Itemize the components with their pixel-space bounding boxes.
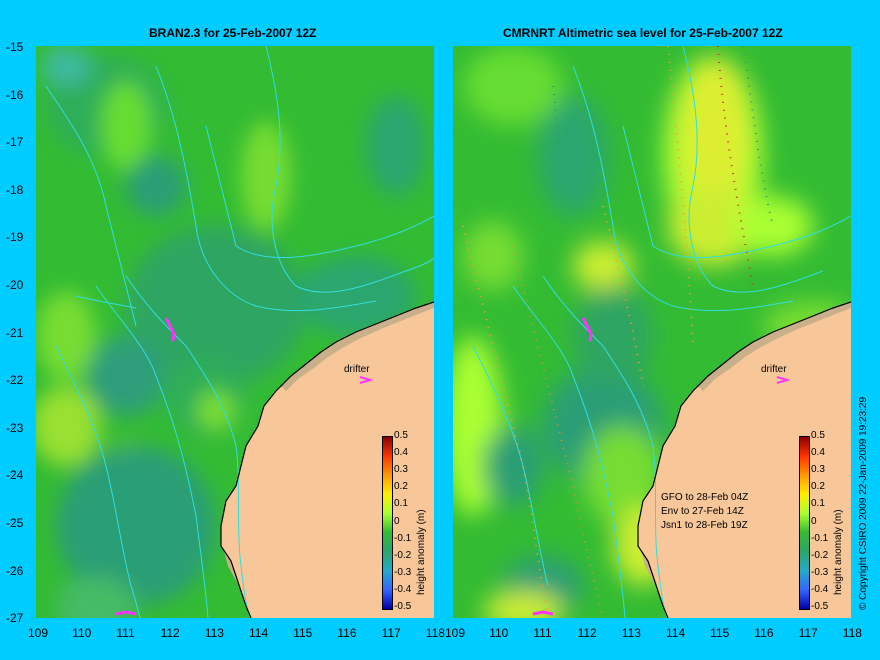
latitude-tick-label: -27 xyxy=(6,611,24,626)
drifter-arrow-icon xyxy=(359,376,374,384)
right-map-panel: drifter GFO to 28-Feb 04Z Env to 27-Feb … xyxy=(453,46,851,618)
sea-level-anomaly-field xyxy=(36,46,426,618)
latitude-tick-label: -26 xyxy=(6,563,24,578)
colorbar-tick-label: 0.1 xyxy=(811,498,825,510)
colorbar-tick-label: 0 xyxy=(394,515,400,527)
colorbar-tick-label: 0.5 xyxy=(811,430,825,441)
latitude-tick-label: -16 xyxy=(6,87,24,102)
copyright-notice: © Copyright CSIRO 2009 22-Jan-2009 19:23… xyxy=(858,396,869,610)
left-longitude-tick-label: 112 xyxy=(160,626,180,640)
latitude-tick-label: -21 xyxy=(6,325,24,340)
colorbar xyxy=(382,436,393,610)
drifter-arrow-icon xyxy=(776,376,791,384)
left-map-panel: drifter xyxy=(36,46,434,618)
left-longitude-tick-label: 115 xyxy=(293,626,313,640)
colorbar-tick-label: -0.5 xyxy=(394,601,412,612)
left-longitude-tick-label: 109 xyxy=(28,626,49,640)
left-longitude-tick-label: 114 xyxy=(249,626,269,640)
right-drifter-label: drifter xyxy=(761,364,787,375)
latitude-tick-label: -20 xyxy=(6,278,24,292)
colorbar-tick-label: 0.4 xyxy=(811,447,825,459)
right-longitude-tick-label: 118 xyxy=(842,626,862,640)
pass-gfo: GFO to 28-Feb 04Z xyxy=(661,492,749,503)
left-longitude-tick-label: 118 xyxy=(425,626,445,640)
right-longitude-tick-label: 115 xyxy=(710,626,730,640)
right-longitude-tick-label: 109 xyxy=(445,626,466,640)
latitude-tick-label: -23 xyxy=(6,420,24,435)
right-longitude-tick-label: 114 xyxy=(666,626,686,640)
satellite-tracks xyxy=(462,46,774,618)
latitude-tick-label: -22 xyxy=(6,373,24,388)
shallow-shelf xyxy=(698,302,851,391)
left-longitude-tick-label: 111 xyxy=(116,626,135,640)
latitude-tick-label: -17 xyxy=(6,135,24,150)
drifter-track xyxy=(581,317,593,342)
bathymetry-contours xyxy=(45,46,434,618)
shallow-shelf xyxy=(281,302,434,391)
latitude-tick-label: -15 xyxy=(6,40,24,54)
left-longitude-tick-label: 116 xyxy=(337,626,357,640)
right-map-svg xyxy=(453,46,851,618)
right-longitude-tick-label: 116 xyxy=(754,626,774,640)
land-mass xyxy=(638,302,851,618)
colorbar-tick-label: 0.3 xyxy=(394,464,408,476)
drifter-track xyxy=(164,317,176,342)
land-mass xyxy=(221,302,434,618)
coastline xyxy=(637,301,851,618)
left-drifter-label: drifter xyxy=(344,364,370,375)
right-longitude-tick-label: 117 xyxy=(798,626,818,640)
colorbar-tick-label: 0.5 xyxy=(394,430,408,441)
latitude-tick-label: -24 xyxy=(6,468,24,483)
colorbar xyxy=(799,436,810,610)
right-longitude-tick-label: 111 xyxy=(533,626,552,640)
colorbar-tick-label: 0.2 xyxy=(394,481,408,493)
colorbar-tick-label: -0.3 xyxy=(811,566,829,578)
latitude-tick-label: -18 xyxy=(6,182,24,197)
left-longitude-tick-label: 117 xyxy=(381,626,401,640)
right-longitude-tick-label: 112 xyxy=(577,626,597,640)
colorbar-tick-label: -0.3 xyxy=(394,566,412,578)
colorbar-label: height anomaly (m) xyxy=(416,509,427,595)
colorbar-tick-label: 0.4 xyxy=(394,447,408,459)
colorbar-tick-label: 0.3 xyxy=(811,464,825,476)
colorbar-tick-label: 0.2 xyxy=(811,481,825,493)
colorbar-tick-label: -0.2 xyxy=(394,549,412,561)
right-longitude-tick-label: 110 xyxy=(489,626,509,640)
colorbar-tick-label: -0.4 xyxy=(394,583,412,595)
pass-jsn1: Jsn1 to 28-Feb 19Z xyxy=(661,520,748,531)
colorbar-tick-label: -0.2 xyxy=(811,549,829,561)
latitude-tick-label: -25 xyxy=(6,516,24,530)
right-longitude-tick-label: 113 xyxy=(621,626,641,640)
pass-env: Env to 27-Feb 14Z xyxy=(661,506,744,517)
colorbar-tick-label: -0.4 xyxy=(811,583,829,595)
left-map-title: BRAN2.3 for 25-Feb-2007 12Z xyxy=(149,26,317,40)
latitude-tick-label: -19 xyxy=(6,230,24,245)
left-map-svg xyxy=(36,46,434,618)
colorbar-tick-label: -0.1 xyxy=(394,532,412,544)
colorbar-tick-label: 0 xyxy=(811,515,817,527)
left-longitude-tick-label: 113 xyxy=(204,626,224,640)
right-map-title: CMRNRT Altimetric sea level for 25-Feb-2… xyxy=(503,26,783,40)
colorbar-tick-label: 0.1 xyxy=(394,498,408,510)
bathymetry-contours xyxy=(472,46,851,618)
colorbar-label: height anomaly (m) xyxy=(833,509,844,595)
left-longitude-tick-label: 110 xyxy=(72,626,92,640)
colorbar-tick-label: -0.5 xyxy=(811,601,829,612)
coastline xyxy=(220,301,434,618)
colorbar-tick-label: -0.1 xyxy=(811,532,829,544)
